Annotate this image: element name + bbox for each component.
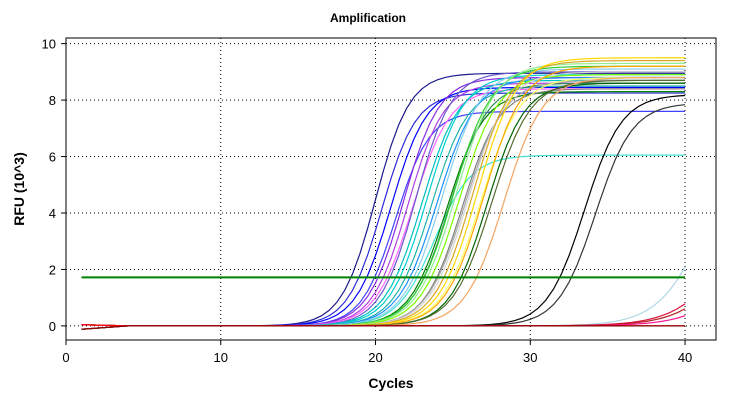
x-tick-label-10: 10 xyxy=(214,350,228,365)
y-tick-label-6: 6 xyxy=(49,150,56,165)
chart-title: Amplification xyxy=(330,11,406,25)
x-tick-label-40: 40 xyxy=(678,350,692,365)
y-tick-label-8: 8 xyxy=(49,93,56,108)
y-tick-label-4: 4 xyxy=(49,206,56,221)
x-tick-label-20: 20 xyxy=(368,350,382,365)
series-line-37 xyxy=(81,325,686,330)
y-tick-label-2: 2 xyxy=(49,262,56,277)
y-axis-title: RFU (10^3) xyxy=(11,152,27,226)
y-tick-label-0: 0 xyxy=(49,319,56,334)
y-tick-label-10: 10 xyxy=(42,37,56,52)
x-axis-title: Cycles xyxy=(368,375,413,391)
axes: 0 10 20 30 40 0 2 4 6 8 10 xyxy=(42,37,693,365)
x-tick-label-0: 0 xyxy=(62,350,69,365)
x-tick-label-30: 30 xyxy=(523,350,537,365)
